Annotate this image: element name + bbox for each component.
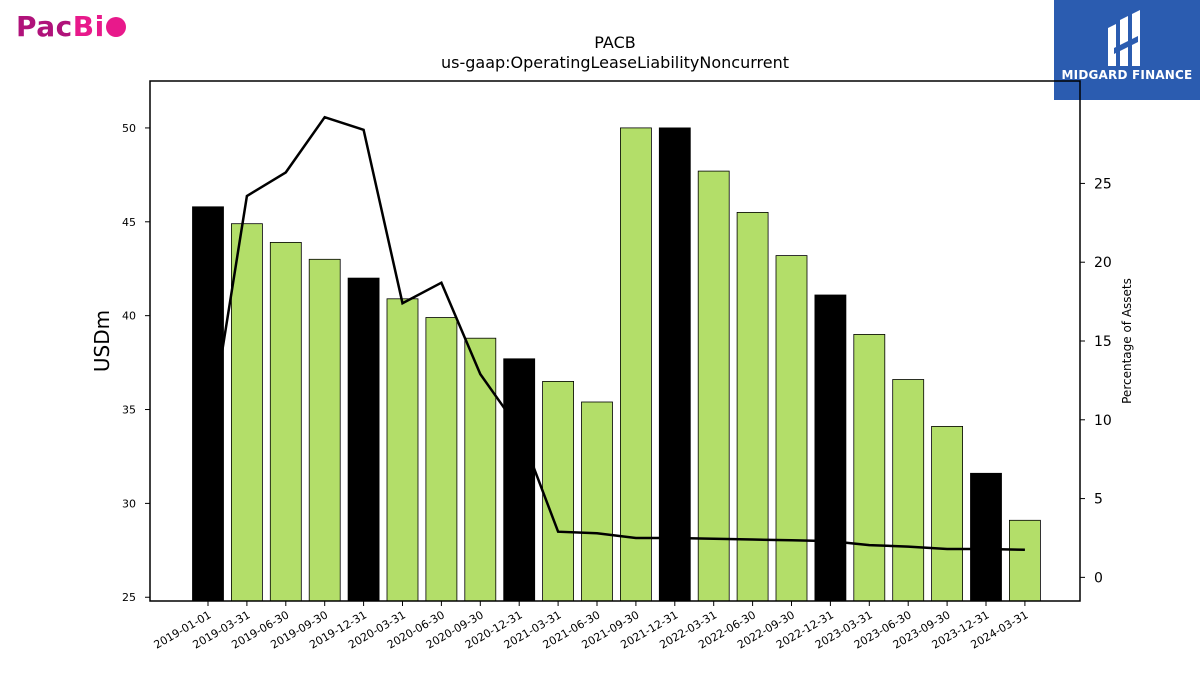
bar-2023-06-30 (892, 379, 925, 602)
bar-2023-12-31 (970, 472, 1002, 602)
bar-2021-06-30 (581, 401, 613, 602)
y-axis-left: 25 30 35 40 45 50 (122, 122, 150, 604)
y-axis-label: USDm (90, 310, 114, 372)
bar-2022-09-30 (775, 255, 808, 602)
x-axis: 2019-01-012019-03-312019-06-302019-09-30… (152, 601, 1030, 652)
chart-title: PACB (594, 33, 635, 52)
y2-tick-label-10: 10 (1094, 413, 1112, 429)
line-series (206, 115, 1025, 552)
bar-2020-09-30 (464, 337, 497, 602)
bar-2022-03-31 (697, 170, 730, 602)
y-tick-label-45: 45 (122, 216, 136, 229)
bar-2023-09-30 (931, 425, 963, 602)
bar-2019-01-01 (192, 206, 224, 602)
bar-2023-03-31 (853, 333, 886, 602)
bar-2021-09-30 (620, 127, 652, 602)
y2-axis-label: Percentage of Assets (1120, 278, 1134, 404)
midgard-mark-icon (1108, 10, 1140, 66)
y-tick-label-35: 35 (122, 404, 136, 417)
midgard-finance-logo: MIDGARD FINANCE (1054, 0, 1200, 100)
bar-2020-03-31 (386, 298, 419, 602)
bar-2019-12-31 (347, 277, 380, 602)
logo-dot-icon (105, 17, 126, 37)
bar-2020-06-30 (425, 317, 458, 602)
bar-2019-06-30 (269, 241, 302, 602)
bar-series (192, 127, 1041, 602)
y2-tick-label-0: 0 (1094, 570, 1103, 586)
chart-subtitle: us-gaap:OperatingLeaseLiabilityNoncurren… (441, 53, 789, 72)
percentage-of-assets-line (206, 115, 1025, 552)
bar-2021-12-31 (658, 127, 691, 602)
y2-tick-label-25: 25 (1094, 176, 1112, 192)
y-axis-right: 0 5 10 15 20 25 (1080, 176, 1112, 586)
y-tick-label-40: 40 (122, 310, 136, 323)
bar-2022-12-31 (814, 294, 847, 602)
y-tick-label-25: 25 (122, 591, 136, 604)
y2-tick-label-20: 20 (1094, 255, 1112, 271)
bar-2021-03-31 (542, 380, 574, 602)
bar-2022-06-30 (736, 211, 769, 602)
bar-2020-12-31 (503, 358, 536, 602)
y2-tick-label-5: 5 (1094, 492, 1103, 508)
y2-tick-label-15: 15 (1094, 334, 1112, 350)
bar-2019-03-31 (230, 223, 263, 602)
pacbio-logo: PacBi (16, 10, 126, 43)
y-tick-label-50: 50 (122, 122, 136, 135)
bar-2019-09-30 (308, 258, 341, 602)
y-tick-label-30: 30 (122, 497, 136, 510)
bar-2024-03-31 (1009, 519, 1041, 602)
midgard-finance-name: MIDGARD FINANCE (1061, 68, 1193, 82)
